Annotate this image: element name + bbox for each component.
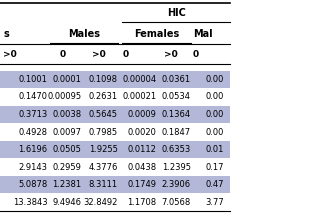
Text: 13.3843: 13.3843: [13, 198, 47, 207]
Text: 0.00: 0.00: [206, 92, 224, 101]
Text: 0.6353: 0.6353: [162, 145, 191, 154]
Text: 0.0505: 0.0505: [53, 145, 82, 154]
Text: 0.1098: 0.1098: [89, 75, 118, 84]
Text: 0.47: 0.47: [205, 180, 224, 189]
Bar: [0, 141, 230, 158]
Bar: [0, 123, 230, 141]
Text: 7.0568: 7.0568: [162, 198, 191, 207]
Text: 1.2381: 1.2381: [52, 180, 82, 189]
Text: 0.3713: 0.3713: [18, 110, 47, 119]
Text: 1.6196: 1.6196: [18, 145, 47, 154]
Text: 0.7985: 0.7985: [89, 128, 118, 137]
Text: 0.00004: 0.00004: [122, 75, 156, 84]
Text: Males: Males: [68, 29, 100, 39]
Text: 0.00: 0.00: [206, 110, 224, 119]
Text: 0: 0: [59, 49, 66, 59]
Text: 0.1470: 0.1470: [18, 92, 47, 101]
Text: HIC: HIC: [167, 8, 186, 18]
Text: 8.3111: 8.3111: [89, 180, 118, 189]
Bar: [0, 176, 230, 193]
Text: 0.0009: 0.0009: [127, 110, 156, 119]
Text: 0.0038: 0.0038: [52, 110, 82, 119]
Text: 2.9143: 2.9143: [18, 163, 47, 172]
Text: 1.1708: 1.1708: [127, 198, 156, 207]
Text: 32.8492: 32.8492: [84, 198, 118, 207]
Text: 0.5645: 0.5645: [89, 110, 118, 119]
Text: 0.0001: 0.0001: [53, 75, 82, 84]
Text: 0.0534: 0.0534: [162, 92, 191, 101]
Text: 5.0878: 5.0878: [18, 180, 47, 189]
Text: 0.00: 0.00: [206, 75, 224, 84]
Text: 0.4928: 0.4928: [18, 128, 47, 137]
Text: 0.00021: 0.00021: [122, 92, 156, 101]
Text: 0.1001: 0.1001: [19, 75, 47, 84]
Text: 0.17: 0.17: [205, 163, 224, 172]
Text: 0.2959: 0.2959: [53, 163, 82, 172]
Text: 9.4946: 9.4946: [52, 198, 82, 207]
Text: 0.2631: 0.2631: [89, 92, 118, 101]
Text: 0.0020: 0.0020: [127, 128, 156, 137]
Text: 0: 0: [193, 49, 199, 59]
Bar: [0, 158, 230, 176]
Text: 0.00: 0.00: [206, 128, 224, 137]
Text: 0.0438: 0.0438: [127, 163, 156, 172]
Text: Females: Females: [134, 29, 179, 39]
Text: 0.1749: 0.1749: [127, 180, 156, 189]
Text: 0.1847: 0.1847: [162, 128, 191, 137]
Text: 0.0112: 0.0112: [127, 145, 156, 154]
Text: 0.01: 0.01: [206, 145, 224, 154]
Text: s: s: [3, 29, 9, 39]
Bar: [0, 88, 230, 106]
Text: Mal: Mal: [193, 29, 212, 39]
Text: >0: >0: [3, 49, 17, 59]
Text: 3.77: 3.77: [205, 198, 224, 207]
Bar: [0, 106, 230, 123]
Text: 0: 0: [123, 49, 129, 59]
Bar: [0, 71, 230, 88]
Text: 0.00095: 0.00095: [47, 92, 82, 101]
Text: 4.3776: 4.3776: [88, 163, 118, 172]
Text: 0.0097: 0.0097: [52, 128, 82, 137]
Text: >0: >0: [92, 49, 105, 59]
Text: 0.0361: 0.0361: [162, 75, 191, 84]
Text: 1.9255: 1.9255: [89, 145, 118, 154]
Text: >0: >0: [164, 49, 178, 59]
Text: 2.3906: 2.3906: [162, 180, 191, 189]
Text: 0.1364: 0.1364: [162, 110, 191, 119]
Text: 1.2395: 1.2395: [162, 163, 191, 172]
Bar: [0, 193, 230, 211]
